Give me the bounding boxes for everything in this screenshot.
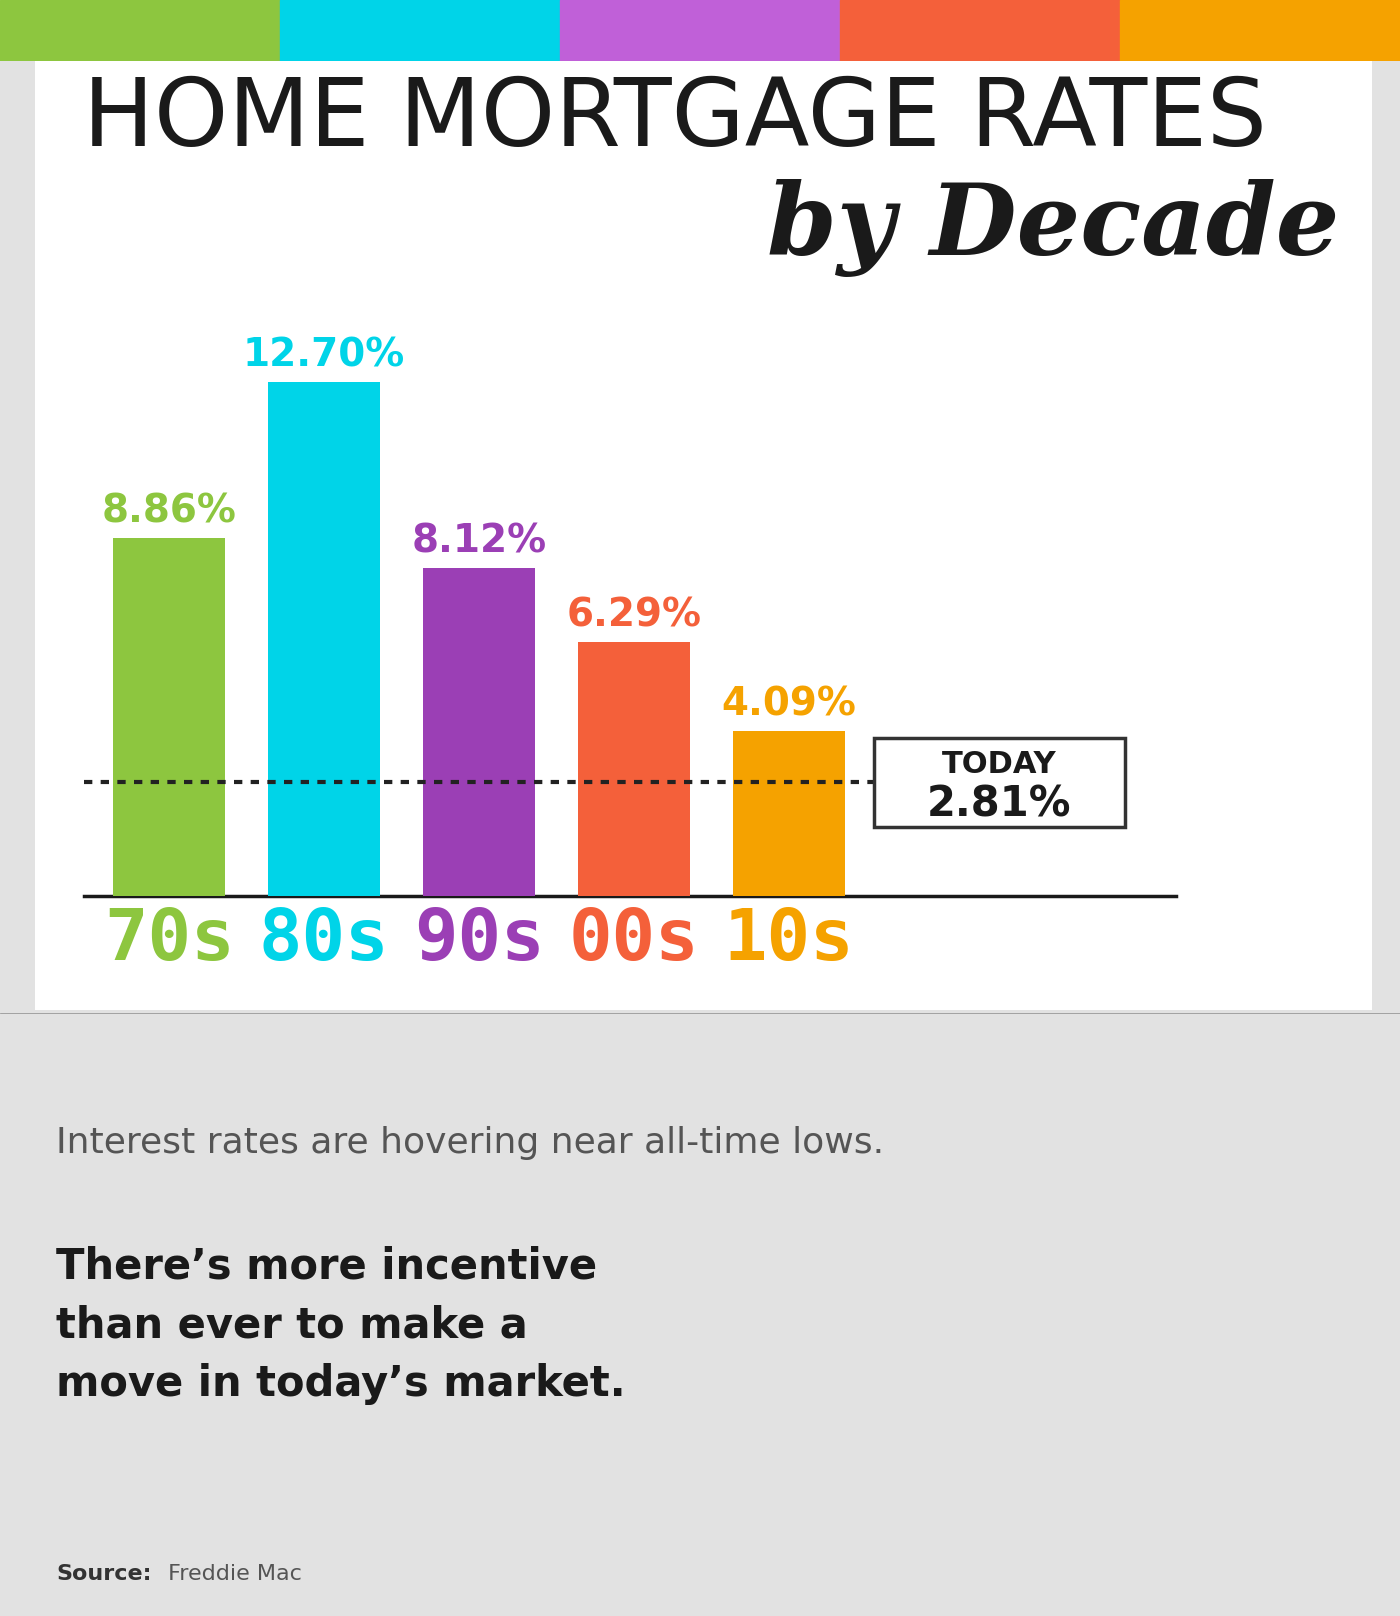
Text: 8.86%: 8.86% xyxy=(102,493,237,530)
Text: 2.81%: 2.81% xyxy=(927,784,1071,826)
Text: 00s: 00s xyxy=(568,907,699,974)
Bar xyxy=(269,381,379,897)
Bar xyxy=(423,567,535,897)
Text: HOME MORTGAGE RATES: HOME MORTGAGE RATES xyxy=(83,74,1267,166)
Text: 10s: 10s xyxy=(724,907,854,974)
Text: by Decade: by Decade xyxy=(767,179,1338,278)
Text: 90s: 90s xyxy=(414,907,545,974)
Text: 6.29%: 6.29% xyxy=(567,596,701,635)
Bar xyxy=(734,730,844,897)
Bar xyxy=(578,642,690,897)
Text: There’s more incentive
than ever to make a
move in today’s market.: There’s more incentive than ever to make… xyxy=(56,1246,626,1404)
Bar xyxy=(840,0,1120,61)
FancyBboxPatch shape xyxy=(874,739,1124,827)
Text: 80s: 80s xyxy=(259,907,389,974)
Bar xyxy=(0,0,280,61)
Bar xyxy=(1120,0,1400,61)
Text: Freddie Mac: Freddie Mac xyxy=(161,1564,302,1584)
Text: Source:: Source: xyxy=(56,1564,151,1584)
Text: 4.09%: 4.09% xyxy=(721,685,857,724)
Bar xyxy=(560,0,840,61)
Text: 70s: 70s xyxy=(104,907,234,974)
Bar xyxy=(113,538,225,897)
Text: Interest rates are hovering near all-time lows.: Interest rates are hovering near all-tim… xyxy=(56,1126,885,1160)
Text: 8.12%: 8.12% xyxy=(412,522,546,561)
Text: 12.70%: 12.70% xyxy=(244,336,405,375)
Text: TODAY: TODAY xyxy=(942,750,1057,779)
Bar xyxy=(280,0,560,61)
